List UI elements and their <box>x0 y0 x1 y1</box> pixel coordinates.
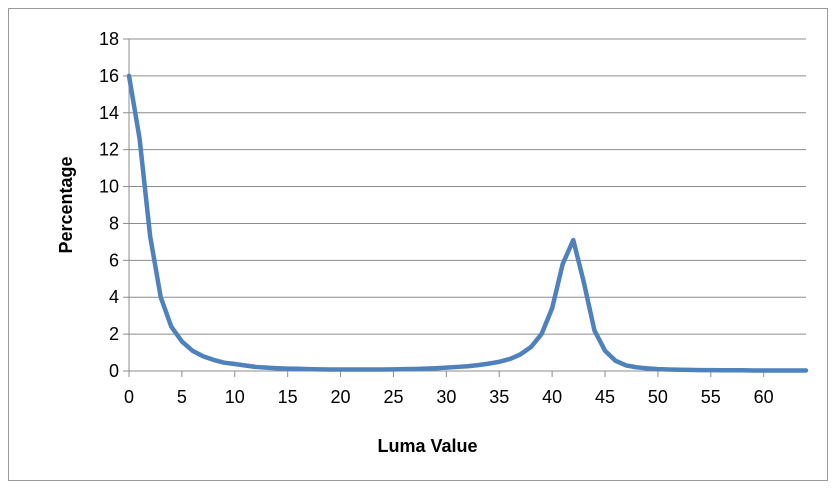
y-tick-label: 2 <box>109 324 119 344</box>
x-tick-label: 15 <box>278 387 298 407</box>
line-chart: 0 2 4 6 8 10 12 14 16 18 0 5 10 15 20 25 30 35 40 45 50 55 60… <box>56 29 809 456</box>
y-tick-label: 10 <box>99 177 119 197</box>
x-tick-label: 0 <box>124 387 134 407</box>
gridlines <box>129 38 806 335</box>
x-tick-label: 5 <box>177 387 187 407</box>
y-tick-label: 16 <box>99 66 119 86</box>
x-tick-label: 25 <box>383 387 403 407</box>
x-tick-label: 50 <box>648 387 668 407</box>
y-tick-label: 8 <box>109 213 119 233</box>
x-tick-label: 55 <box>701 387 721 407</box>
y-tick-label: 18 <box>99 29 119 49</box>
y-tick-label: 0 <box>109 361 119 381</box>
x-tick-labels: 0 5 10 15 20 25 30 35 40 45 50 55 60 <box>124 387 774 407</box>
series-layer <box>126 73 809 373</box>
x-axis-title: Luma Value <box>377 436 477 456</box>
x-tick-label: 35 <box>489 387 509 407</box>
x-tick-label: 20 <box>331 387 351 407</box>
y-tick-labels: 0 2 4 6 8 10 12 14 16 18 <box>99 29 119 381</box>
x-tick-label: 30 <box>436 387 456 407</box>
y-tick-label: 14 <box>99 103 119 123</box>
x-tick-label: 10 <box>225 387 245 407</box>
x-tick-label: 45 <box>595 387 615 407</box>
y-tick-label: 12 <box>99 140 119 160</box>
axes <box>123 38 806 377</box>
chart-frame: 0 2 4 6 8 10 12 14 16 18 0 5 10 15 20 25 30 35 40 45 50 55 60… <box>8 8 828 481</box>
y-tick-label: 6 <box>109 250 119 270</box>
y-tick-label: 4 <box>109 287 119 307</box>
series-line-1 <box>126 73 809 373</box>
x-tick-label: 60 <box>754 387 774 407</box>
y-axis-title: Percentage <box>56 156 76 253</box>
x-tick-label: 40 <box>542 387 562 407</box>
